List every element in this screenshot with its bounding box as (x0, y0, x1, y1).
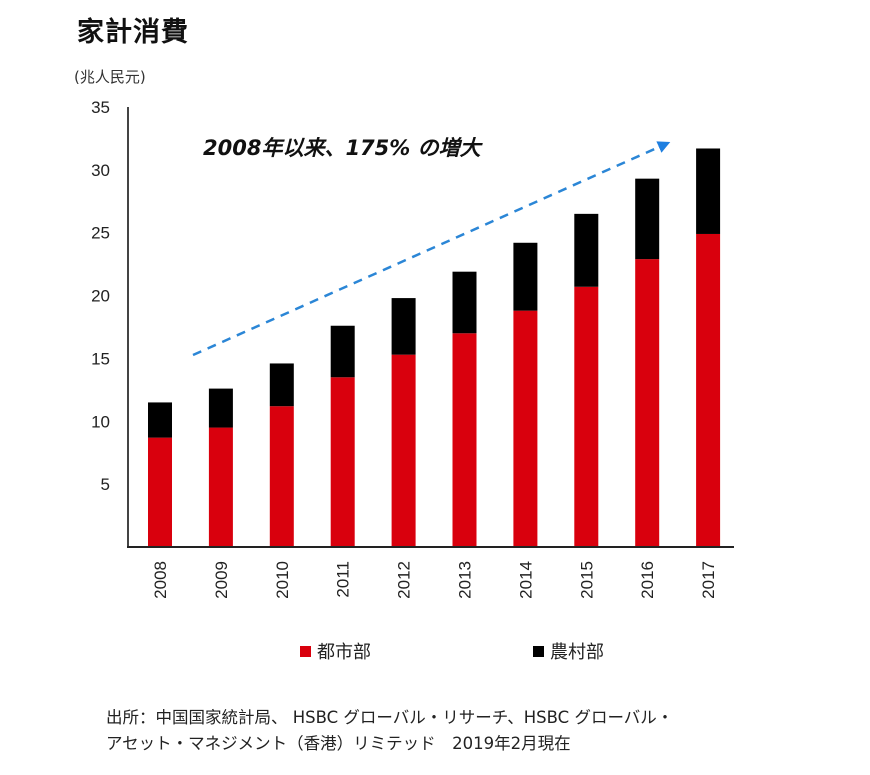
bar-segment-rural (148, 402, 172, 438)
bar-segment-urban (269, 406, 294, 547)
bar-segment-rural (208, 388, 233, 428)
bar-segment-urban (452, 333, 477, 547)
x-tick-label: 2009 (212, 561, 231, 599)
y-tick-label: 35 (91, 98, 110, 117)
bar-segment-rural (635, 178, 660, 260)
trend-arrow (192, 141, 671, 357)
legend-label-rural: 農村部 (550, 642, 604, 663)
y-tick-label: 30 (91, 161, 110, 180)
legend-label-urban: 都市部 (317, 642, 371, 663)
x-tick-label: 2008 (151, 561, 170, 599)
x-axis-ticks: 2008 2009 2010 2011 2012 2013 2014 2015 2016 2017 (151, 561, 718, 599)
bar-segment-urban (513, 310, 538, 547)
bar-segment-rural (696, 148, 721, 234)
source-note: 出所：中国国家統計局、 HSBC グローバル・リサーチ、HSBC グローバル・ … (106, 705, 846, 757)
bar-segment-urban (696, 233, 721, 547)
legend-item-urban: 都市部 (300, 638, 371, 664)
y-tick-label: 15 (91, 349, 110, 368)
bar-segment-urban (391, 354, 416, 547)
legend-swatch-urban (300, 645, 311, 657)
bar-segment-urban (148, 437, 172, 547)
y-axis-ticks: 5 10 15 20 25 30 35 (91, 98, 110, 494)
bar-segment-rural (391, 298, 416, 355)
bar-segment-urban (330, 377, 355, 547)
chart-title: 家計消費 (77, 17, 189, 48)
bar-segment-rural (330, 325, 355, 378)
bars (148, 148, 721, 547)
legend-item-rural: 農村部 (533, 638, 604, 664)
x-tick-label: 2015 (577, 561, 596, 599)
growth-annotation: 2008年以来、175% の増大 (203, 136, 484, 160)
y-tick-label: 25 (91, 224, 110, 243)
source-line-1: 出所：中国国家統計局、 HSBC グローバル・リサーチ、HSBC グローバル・ (106, 708, 674, 727)
bar-segment-urban (208, 427, 233, 547)
y-tick-label: 10 (91, 412, 110, 431)
x-tick-label: 2014 (516, 561, 535, 599)
source-line-2: アセット・マネジメント（香港）リミテッド 2019年2月現在 (106, 734, 571, 753)
bar-segment-urban (635, 259, 660, 547)
bar-segment-rural (513, 242, 538, 311)
x-tick-label: 2011 (334, 561, 353, 598)
y-tick-label: 5 (101, 475, 110, 494)
x-tick-label: 2013 (456, 561, 475, 599)
y-axis-unit-label: (兆人民元) (74, 68, 146, 86)
bar-segment-rural (269, 363, 294, 407)
legend-swatch-rural (533, 645, 544, 657)
x-tick-label: 2017 (699, 561, 718, 599)
bar-segment-rural (452, 271, 477, 334)
x-tick-label: 2012 (395, 561, 414, 599)
x-tick-label: 2010 (273, 561, 292, 599)
bar-segment-urban (574, 286, 599, 547)
bar-segment-rural (574, 213, 599, 287)
x-tick-label: 2016 (638, 561, 657, 599)
y-tick-label: 20 (91, 287, 110, 306)
